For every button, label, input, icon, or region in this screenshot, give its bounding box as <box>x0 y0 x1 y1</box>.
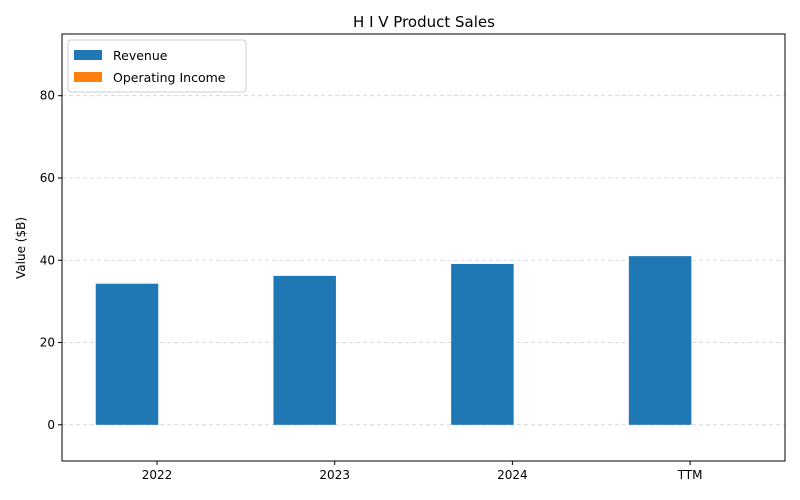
legend-swatch-revenue <box>74 50 102 60</box>
y-axis: 0 20 40 60 80 <box>40 89 62 432</box>
plot-frame <box>61 33 786 462</box>
bar-revenue-2023 <box>273 275 336 425</box>
legend-label-revenue: Revenue <box>113 48 168 63</box>
y-tick-label: 40 <box>40 253 55 267</box>
bar-revenue-2022 <box>95 283 159 425</box>
chart-title: H I V Product Sales <box>353 13 495 31</box>
x-axis: 2022 2023 2024 TTM <box>142 461 703 482</box>
legend-box <box>67 39 247 93</box>
y-axis-label: Value ($B) <box>14 217 28 279</box>
y-tick-label: 60 <box>40 171 55 185</box>
x-tick-label: TTM <box>677 468 703 482</box>
legend: Revenue Operating Income <box>67 39 247 93</box>
bar-revenue-ttm <box>628 256 692 425</box>
bars <box>95 256 692 425</box>
x-tick-label: 2023 <box>319 468 350 482</box>
x-tick-label: 2022 <box>142 468 173 482</box>
y-tick-label: 80 <box>40 89 55 103</box>
y-tick-label: 20 <box>40 336 55 350</box>
legend-label-operating-income: Operating Income <box>113 70 226 85</box>
legend-swatch-operating-income <box>74 72 102 82</box>
bar-revenue-2024 <box>451 263 514 425</box>
y-tick-label: 0 <box>47 418 55 432</box>
x-tick-label: 2024 <box>497 468 528 482</box>
